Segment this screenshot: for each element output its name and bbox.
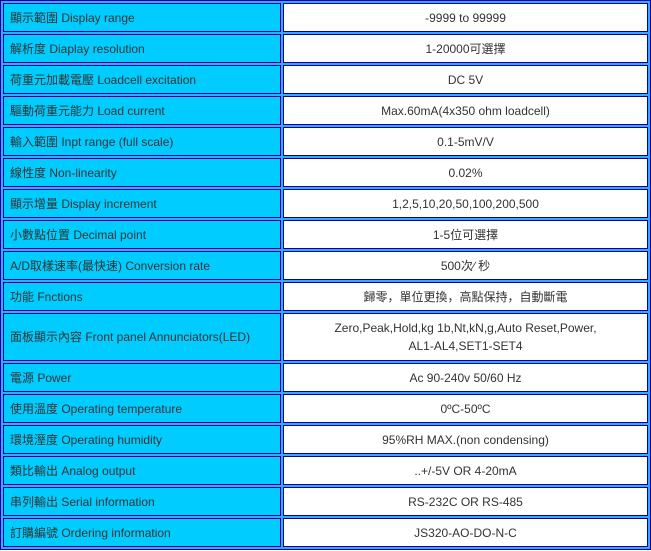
spec-value-text: 歸零，單位更換，高點保持，自動斷電 <box>363 290 568 304</box>
spec-value: JS320-AO-DO-N-C <box>283 518 648 547</box>
spec-value-text: RS-232C OR RS-485 <box>408 494 523 509</box>
spec-value-text: Zero,Peak,Hold,kg 1b,Nt,kN,g,Auto Reset,… <box>334 321 597 335</box>
table-row: 訂購編號 Ordering information JS320-AO-DO-N-C <box>3 518 648 547</box>
spec-label: 串列輸出 Serial information <box>3 487 281 516</box>
spec-label: A/D取樣速率(最快速) Conversion rate <box>3 251 281 280</box>
table-row: 驅動荷重元能力 Load current Max.60mA(4x350 ohm l… <box>3 96 648 125</box>
table-row: 顯示範圍 Display range -9999 to 99999 <box>3 3 648 32</box>
table-row: A/D取樣速率(最快速) Conversion rate 500次∕ 秒 <box>3 251 648 280</box>
table-row: 小數點位置 Decimal point 1-5位可選擇 <box>3 220 648 249</box>
spec-value: 500次∕ 秒 <box>283 251 648 280</box>
table-row: 荷重元加載電壓 Loadcell excitation DC 5V <box>3 65 648 94</box>
table-row: 顯示增量 Display increment 1,2,5,10,20,50,100… <box>3 189 648 218</box>
spec-value: 0.1-5mV/V <box>283 127 648 156</box>
table-row: 面板顯示內容 Front panel Annunciators(LED) Zero… <box>3 313 648 361</box>
spec-label: 顯示增量 Display increment <box>3 189 281 218</box>
table-row: 功能 Fnctions 歸零，單位更換，高點保持，自動斷電 <box>3 282 648 311</box>
spec-value: -9999 to 99999 <box>283 3 648 32</box>
table-row: 線性度 Non-linearity 0.02% <box>3 158 648 187</box>
spec-value: 0ºC-50ºC <box>283 394 648 423</box>
spec-label: 小數點位置 Decimal point <box>3 220 281 249</box>
spec-value-text: 1-20000可選擇 <box>425 42 506 56</box>
spec-value: ..+/-5V OR 4-20mA <box>283 456 648 485</box>
spec-label: 荷重元加載電壓 Loadcell excitation <box>3 65 281 94</box>
spec-label: 訂購編號 Ordering information <box>3 518 281 547</box>
spec-value-text: 0ºC-50ºC <box>440 401 491 416</box>
table-row: 使用溫度 Operating temperature 0ºC-50ºC <box>3 394 648 423</box>
table-row: 串列輸出 Serial information RS-232C OR RS-485 <box>3 487 648 516</box>
spec-value: 0.02% <box>283 158 648 187</box>
spec-label: 顯示範圍 Display range <box>3 3 281 32</box>
spec-value-text: ..+/-5V OR 4-20mA <box>414 463 517 478</box>
spec-value: 1-20000可選擇 <box>283 34 648 63</box>
spec-value-text: 95%RH MAX.(non condensing) <box>382 432 549 447</box>
spec-label: 環境溼度 Operating humidity <box>3 425 281 454</box>
spec-value: Zero,Peak,Hold,kg 1b,Nt,kN,g,Auto Reset,… <box>283 313 648 361</box>
spec-label: 類比輸出 Analog output <box>3 456 281 485</box>
spec-label: 電源 Power <box>3 363 281 392</box>
spec-value-text: JS320-AO-DO-N-C <box>414 525 517 540</box>
table-row: 電源 Power Ac 90-240v 50/60 Hz <box>3 363 648 392</box>
spec-value-text: Max.60mA(4x350 ohm loadcell) <box>381 103 550 118</box>
spec-value: 95%RH MAX.(non condensing) <box>283 425 648 454</box>
table-row: 類比輸出 Analog output ..+/-5V OR 4-20mA <box>3 456 648 485</box>
spec-value: 1,2,5,10,20,50,100,200,500 <box>283 189 648 218</box>
spec-label: 功能 Fnctions <box>3 282 281 311</box>
spec-label: 輸入範圍 Inpt range (full scale) <box>3 127 281 156</box>
spec-value-text: 0.1-5mV/V <box>437 134 494 149</box>
spec-value-text: Ac 90-240v 50/60 Hz <box>409 370 522 385</box>
table-row: 環境溼度 Operating humidity 95%RH MAX.(non co… <box>3 425 648 454</box>
spec-value-text: -9999 to 99999 <box>425 10 506 25</box>
spec-value: Ac 90-240v 50/60 Hz <box>283 363 648 392</box>
spec-value-text-line2: AL1-AL4,SET1-SET4 <box>408 339 523 353</box>
spec-value: 1-5位可選擇 <box>283 220 648 249</box>
spec-label: 使用溫度 Operating temperature <box>3 394 281 423</box>
spec-value: RS-232C OR RS-485 <box>283 487 648 516</box>
spec-value: Max.60mA(4x350 ohm loadcell) <box>283 96 648 125</box>
table-row: 輸入範圍 Inpt range (full scale) 0.1-5mV/V <box>3 127 648 156</box>
spec-value-text: 0.02% <box>448 165 483 180</box>
spec-value: 歸零，單位更換，高點保持，自動斷電 <box>283 282 648 311</box>
spec-value-text: 1,2,5,10,20,50,100,200,500 <box>392 196 539 211</box>
spec-label: 驅動荷重元能力 Load current <box>3 96 281 125</box>
spec-value-text: 500次∕ 秒 <box>440 259 491 273</box>
spec-label: 線性度 Non-linearity <box>3 158 281 187</box>
spec-value-text: DC 5V <box>447 72 484 87</box>
spec-label: 面板顯示內容 Front panel Annunciators(LED) <box>3 313 281 361</box>
spec-value: DC 5V <box>283 65 648 94</box>
spec-value-text: 1-5位可選擇 <box>432 228 499 242</box>
table-row: 解析度 Diaplay resolution 1-20000可選擇 <box>3 34 648 63</box>
spec-label: 解析度 Diaplay resolution <box>3 34 281 63</box>
